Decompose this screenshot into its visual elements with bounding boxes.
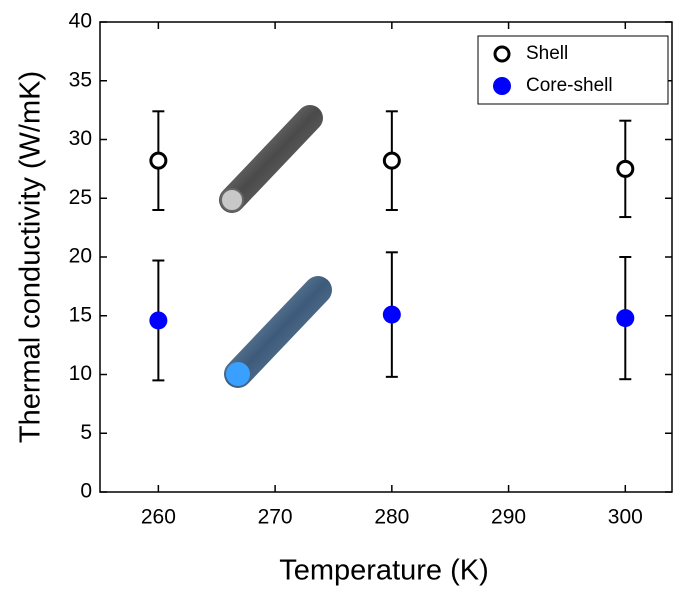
y-tick-label: 15 [69, 303, 92, 326]
x-axis-title: Temperature (K) [279, 555, 489, 587]
y-tick-label: 40 [69, 10, 92, 33]
y-tick-label: 35 [69, 68, 92, 91]
y-tick-label: 25 [69, 186, 92, 209]
x-tick-label: 270 [258, 506, 293, 529]
legend-label: Shell [526, 43, 568, 64]
y-tick-label: 20 [69, 245, 92, 268]
point [382, 305, 401, 324]
x-tick-label: 260 [141, 506, 176, 529]
point [616, 309, 635, 328]
y-tick-label: 10 [69, 362, 92, 385]
point [616, 159, 635, 178]
y-tick-label: 0 [80, 480, 92, 503]
y-axis-title: Thermal conductivity (W/mK) [15, 71, 47, 443]
legend-label: Core-shell [526, 75, 613, 96]
x-tick-label: 290 [491, 506, 526, 529]
legend-marker [493, 77, 511, 95]
core-shell-illustration [224, 276, 332, 388]
shell-illustration [219, 105, 323, 213]
legend-marker [493, 45, 511, 63]
y-tick-label: 30 [69, 127, 92, 150]
point [149, 151, 168, 170]
point [149, 311, 168, 330]
y-tick-label: 5 [80, 421, 92, 444]
point [382, 151, 401, 170]
legend-box [477, 35, 669, 105]
x-tick-label: 280 [374, 506, 409, 529]
x-tick-label: 300 [608, 506, 643, 529]
